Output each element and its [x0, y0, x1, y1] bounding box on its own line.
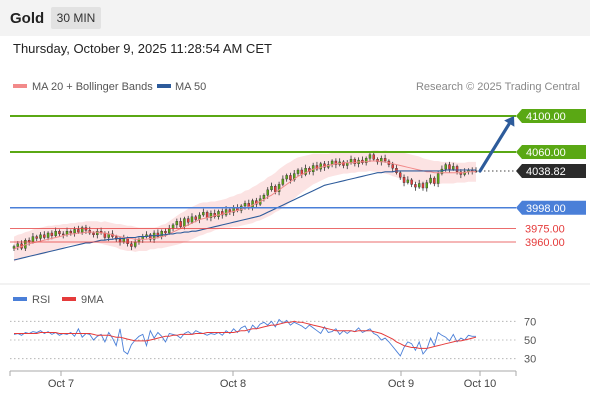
main-legend: MA 20 + Bollinger Bands MA 50 Research ©… [13, 81, 580, 93]
candle [353, 157, 357, 167]
candle [277, 181, 281, 196]
rsi-tick-label: 50 [524, 335, 536, 347]
candle [429, 174, 432, 185]
candle [448, 161, 451, 173]
candle [61, 231, 65, 239]
candle [202, 208, 205, 217]
candle [315, 161, 319, 171]
rsi-panel: 70 50 30 [10, 316, 536, 366]
level-label: 3975.00 [525, 224, 565, 236]
candle [186, 215, 190, 226]
legend-label-ma20: MA 20 + Bollinger Bands [32, 81, 153, 93]
rsi-line [13, 318, 476, 357]
candle [149, 233, 152, 242]
candle [399, 170, 402, 180]
candle [296, 168, 300, 177]
candle [285, 173, 288, 182]
level-current: 4038.82 [476, 164, 586, 179]
level-label: 3960.00 [525, 237, 565, 249]
x-tick-label: Oct 9 [388, 378, 414, 390]
candle [368, 152, 372, 162]
candle [69, 229, 73, 236]
level-label: 4060.00 [526, 147, 566, 159]
level-support_red: 3975.00 [10, 224, 565, 236]
candle [43, 231, 46, 240]
candle [39, 232, 42, 242]
price-levels: 4100.00 4060.00 4038.82 3998.00 3975.003960.… [10, 109, 586, 249]
candle [35, 234, 38, 242]
candle [179, 217, 182, 229]
candle [410, 178, 413, 188]
x-tick-label: Oct 10 [464, 378, 496, 390]
candle [281, 175, 285, 187]
legend-label-rsi: RSI [32, 294, 50, 306]
candle [364, 156, 368, 166]
legend-swatch-rsi [13, 297, 27, 301]
candle [54, 227, 57, 238]
datetime-label: Thursday, October 9, 2025 11:28:54 AM CE… [13, 41, 272, 56]
legend-swatch-9ma [62, 297, 76, 301]
ma50-line [13, 169, 476, 261]
legend-swatch-ma50 [157, 84, 171, 88]
candle [421, 181, 425, 191]
level-resistance: 4060.00 [10, 145, 586, 159]
candle [96, 228, 99, 239]
candle [175, 218, 179, 229]
candle [16, 241, 20, 251]
level-support_red: 3960.00 [10, 237, 565, 249]
candle [58, 229, 61, 237]
level-support_blue: 3998.00 [10, 200, 586, 215]
header-bar: Gold 30 MIN [0, 0, 590, 36]
level-label: 4038.82 [526, 166, 566, 178]
candle [270, 182, 273, 192]
candle [209, 210, 213, 222]
candle [304, 164, 307, 177]
x-tick-label: Oct 7 [48, 378, 74, 390]
candle [156, 229, 160, 239]
legend-swatch-ma20 [13, 84, 27, 88]
candle [414, 181, 417, 191]
candle [46, 231, 50, 241]
level-tag [516, 164, 586, 179]
candle [417, 179, 421, 189]
level-tag [516, 145, 586, 159]
candle [213, 209, 216, 219]
candle [342, 160, 345, 169]
candle [402, 174, 406, 187]
candle [436, 170, 440, 188]
time-axis: Oct 7 Oct 8 Oct 9 Oct 10 [9, 370, 517, 390]
level-tag [516, 109, 586, 123]
rsi-tick-label: 30 [524, 354, 536, 366]
candle [425, 179, 429, 192]
candle [292, 170, 296, 182]
candle [406, 176, 410, 185]
copyright-label: Research © 2025 Trading Central [416, 81, 580, 93]
candle [12, 244, 16, 251]
level-label: 3998.00 [526, 203, 566, 215]
candle [190, 213, 194, 224]
rsi-ma-line [14, 320, 477, 349]
level-label: 4100.00 [526, 111, 566, 123]
candle [433, 176, 436, 187]
candle [130, 241, 133, 251]
level-tag [516, 200, 586, 215]
candle [50, 230, 54, 240]
rsi-tick-label: 70 [524, 316, 536, 328]
x-tick-label: Oct 8 [220, 378, 246, 390]
level-resistance: 4100.00 [10, 109, 586, 123]
legend-label-9ma: 9MA [81, 294, 104, 306]
forecast-arrow [478, 116, 515, 173]
rsi-legend: RSI 9MA [13, 294, 104, 306]
symbol-title: Gold [10, 10, 45, 27]
legend-label-ma50: MA 50 [175, 81, 206, 93]
price-chart [12, 150, 478, 262]
timeframe-button[interactable]: 30 MIN [51, 7, 101, 29]
